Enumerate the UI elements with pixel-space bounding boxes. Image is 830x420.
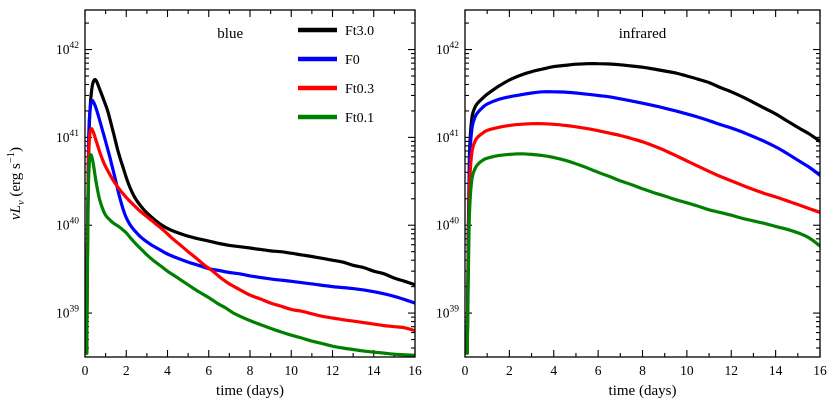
y-tick-label: 1040	[436, 217, 459, 233]
x-tick-label: 2	[506, 363, 513, 378]
axes-frame	[464, 9, 821, 358]
axes-frame	[84, 9, 416, 358]
x-axis-label: time (days)	[216, 383, 284, 399]
tick-marks	[464, 10, 821, 357]
x-tick-label: 14	[769, 363, 783, 378]
x-tick-label: 4	[550, 363, 557, 378]
x-tick-label: 0	[82, 363, 89, 378]
tick-marks	[84, 10, 416, 357]
series-line-Ft0.1	[85, 153, 415, 357]
legend-label-Ft0.3: Ft0.3	[345, 82, 374, 97]
y-axis-label: νLν (erg s−1)	[6, 147, 27, 220]
y-tick-label: 1042	[436, 41, 459, 57]
x-tick-label: 12	[326, 363, 340, 378]
x-tick-label: 16	[813, 363, 827, 378]
x-tick-label: 8	[639, 363, 646, 378]
legend-label-F0: F0	[345, 53, 360, 68]
y-tick-label: 1042	[56, 41, 79, 57]
x-axis-label: time (days)	[609, 383, 677, 399]
x-tick-label: 10	[680, 363, 694, 378]
series-line-Ft0.1	[465, 152, 820, 355]
x-tick-label: 0	[462, 363, 469, 378]
y-tick-label: 1041	[436, 129, 459, 145]
series-group	[85, 77, 415, 357]
y-tick-label: 1039	[56, 305, 79, 321]
blue-panel: 0 2 4 6 8 10 12 14 16 1039 1040 1041 1042 time (days)…	[6, 9, 422, 399]
panel-title: blue	[217, 26, 243, 42]
infrared-panel: 0 2 4 6 8 10 12 14 16 1039 1040 1041 1042 time (days)…	[436, 9, 827, 399]
x-tick-label: 6	[205, 363, 212, 378]
x-tick-label: 2	[123, 363, 130, 378]
legend-label-Ft0.1: Ft0.1	[345, 111, 374, 126]
x-tick-label: 16	[408, 363, 422, 378]
y-tick-label: 1040	[56, 217, 79, 233]
series-line-Ft0.3	[465, 122, 820, 355]
series-line-Ft3.0	[465, 62, 820, 355]
y-tick-label: 1041	[56, 129, 79, 145]
legend: Ft3.0 F0 Ft0.3 Ft0.1	[298, 24, 374, 126]
series-group	[465, 62, 820, 355]
legend-label-Ft3.0: Ft3.0	[345, 24, 374, 39]
x-tick-label: 6	[595, 363, 602, 378]
x-tick-label: 14	[367, 363, 381, 378]
x-tick-label: 8	[247, 363, 254, 378]
series-line-F0	[85, 98, 415, 355]
x-tick-label: 4	[164, 363, 171, 378]
series-line-Ft0.3	[85, 127, 415, 355]
y-tick-label: 1039	[436, 305, 459, 321]
series-line-F0	[465, 90, 820, 355]
series-line-Ft3.0	[85, 77, 415, 355]
x-tick-label: 10	[285, 363, 299, 378]
panel-title: infrared	[619, 26, 667, 42]
x-tick-label: 12	[725, 363, 739, 378]
